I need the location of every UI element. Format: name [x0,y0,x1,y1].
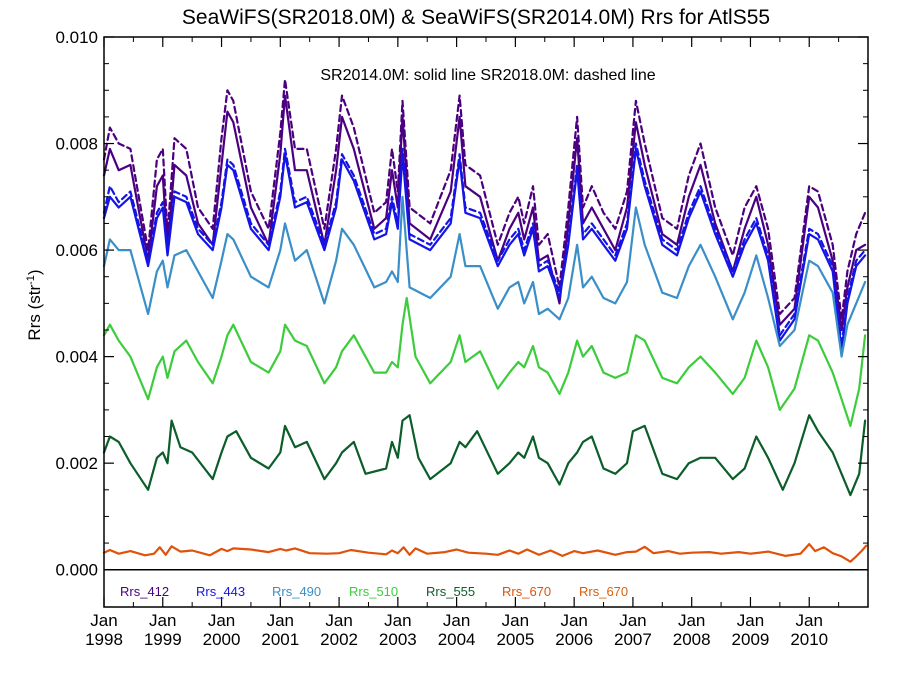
legend: Rrs_412 Rrs_443 Rrs_490 Rrs_510 Rrs_555 Rrs_6… [120,584,628,599]
series-line-rrs-510-solid [102,296,867,427]
axes-group [103,36,868,607]
x-tick-year-label: 2008 [673,630,711,649]
x-tick-year-label: 1999 [144,630,182,649]
legend-item-rrs-555: Rrs_555 [426,584,475,599]
legend-item-rrs-412: Rrs_412 [120,584,169,599]
series-group [102,78,868,563]
y-tick-label: 0.006 [55,241,98,260]
x-tick-month-label: Jan [384,611,411,630]
legend-item-rrs-670: Rrs_670 [579,584,628,599]
x-tick-month-label: Jan [149,611,176,630]
y-axis-label-superscript: -1 [25,275,37,285]
y-tick-label: 0.002 [55,454,98,473]
x-tick-year-label: 2001 [261,630,299,649]
x-tick-month-label: Jan [560,611,587,630]
x-tick-month-label: Jan [678,611,705,630]
series-line-rrs-490-solid [102,195,867,358]
x-tick-month-label: Jan [619,611,646,630]
legend-item-rrs-490: Rrs_490 [272,584,321,599]
legend-item-rrs-443: Rrs_443 [196,584,245,599]
x-tick-year-label: 2000 [203,630,241,649]
y-tick-label: 0.010 [55,28,98,47]
y-tick-label: 0.008 [55,135,98,154]
chart-subtitle: SR2014.0M: solid line SR2018.0M: dashed … [320,67,655,84]
plot-frame [103,36,869,608]
y-axis-label: Rrs (str-1) [25,269,44,340]
series-line-rrs-412-dashed [102,78,867,321]
series-line-rrs-412-solid [102,94,867,332]
x-tick-year-label: 2003 [379,630,417,649]
chart-title: SeaWiFS(SR2018.0M) & SeaWiFS(SR2014.0M) … [182,6,770,29]
series-line-rrs-670-solid [102,543,868,563]
y-tick-label: 0.000 [55,561,98,580]
series-line-rrs-443-dashed [102,142,867,348]
x-tick-year-label: 2009 [732,630,770,649]
x-tick-year-label: 1998 [85,630,123,649]
y-axis-label-close: ) [25,269,44,275]
y-axis-label-main: Rrs (str [25,285,44,341]
tick-labels: 0.0000.0020.0040.0060.0080.010Jan1998Jan… [55,28,828,649]
series-line-rrs-555-solid [102,414,867,497]
x-tick-month-label: Jan [443,611,470,630]
x-tick-year-label: 2007 [614,630,652,649]
legend-item-rrs-510: Rrs_510 [349,584,398,599]
x-tick-year-label: 2005 [496,630,534,649]
x-tick-year-label: 2006 [555,630,593,649]
x-tick-month-label: Jan [502,611,529,630]
y-tick-label: 0.004 [55,348,98,367]
x-tick-year-label: 2010 [790,630,828,649]
x-tick-year-label: 2002 [320,630,358,649]
x-tick-month-label: Jan [90,611,117,630]
legend-item-rrs-670: Rrs_670 [502,584,551,599]
x-tick-month-label: Jan [267,611,294,630]
x-tick-month-label: Jan [796,611,823,630]
x-tick-month-label: Jan [325,611,352,630]
x-tick-month-label: Jan [208,611,235,630]
x-tick-year-label: 2004 [438,630,476,649]
x-tick-month-label: Jan [737,611,764,630]
